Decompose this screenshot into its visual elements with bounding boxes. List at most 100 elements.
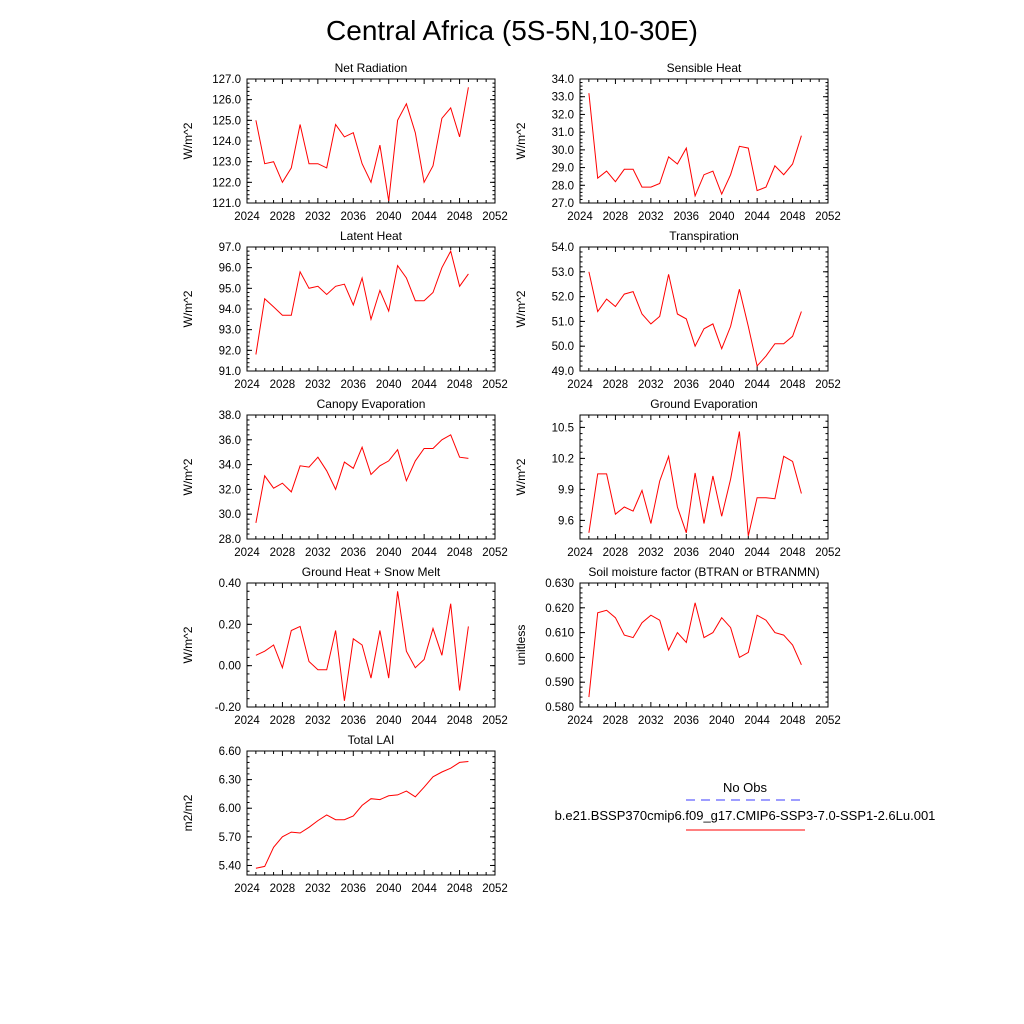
x-tick-label: 2044 [744, 379, 770, 391]
x-tick-label: 2036 [340, 211, 366, 223]
x-tick-label: 2024 [234, 883, 260, 895]
legend-model-label: b.e21.BSSP370cmip6.f09_g17.CMIP6-SSP3-7.… [555, 808, 936, 823]
chart-panel: Canopy Evaporation 2024 2028 2032 2036 2040 20… [181, 397, 508, 559]
y-tick-label: 53.0 [552, 267, 574, 279]
x-tick-label: 2036 [340, 379, 366, 391]
y-tick-label: 0.00 [219, 661, 241, 673]
y-tick-label: 123.0 [212, 157, 241, 169]
x-tick-label: 2028 [603, 211, 629, 223]
y-tick-label: 127.0 [212, 74, 241, 86]
chart-panel: Latent Heat 2024 2028 2032 2036 2040 2044 2048 2… [181, 229, 508, 391]
y-axis-label: W/m^2 [514, 122, 528, 159]
chart-panel: Ground Heat + Snow Melt 2024 2028 2032 2036 2… [181, 565, 508, 727]
y-tick-label: 5.40 [219, 860, 241, 872]
y-tick-label: 126.0 [212, 95, 241, 107]
x-tick-label: 2040 [376, 211, 402, 223]
x-tick-label: 2024 [234, 379, 260, 391]
series-line [588, 431, 802, 537]
chart-panel: Total LAI 2024 2028 2032 2036 2040 2044 2048 205… [181, 733, 508, 895]
panel-title: Soil moisture factor (BTRAN or BTRANMN) [588, 565, 819, 579]
y-tick-label: 121.0 [212, 198, 241, 210]
y-tick-label: 50.0 [552, 341, 574, 353]
x-tick-label: 2036 [673, 715, 699, 727]
y-tick-label: 0.600 [545, 652, 574, 664]
x-tick-label: 2032 [305, 211, 331, 223]
x-tick-label: 2036 [340, 547, 366, 559]
y-tick-label: 38.0 [219, 410, 241, 422]
y-tick-label: 28.0 [552, 180, 574, 192]
y-tick-label: 9.6 [558, 515, 574, 527]
y-tick-label: 52.0 [552, 292, 574, 304]
y-tick-label: 0.580 [545, 702, 574, 714]
y-tick-label: 31.0 [552, 127, 574, 139]
x-tick-label: 2048 [780, 211, 806, 223]
x-tick-label: 2044 [411, 715, 437, 727]
plot-frame [246, 78, 496, 204]
x-tick-label: 2048 [780, 547, 806, 559]
x-tick-label: 2052 [815, 547, 841, 559]
x-tick-label: 2052 [815, 715, 841, 727]
x-tick-label: 2048 [780, 715, 806, 727]
y-tick-label: 94.0 [219, 304, 241, 316]
y-tick-label: 97.0 [219, 242, 241, 254]
x-tick-label: 2028 [603, 715, 629, 727]
chart-panel: Soil moisture factor (BTRAN or BTRANMN) 2… [514, 565, 841, 727]
x-tick-label: 2036 [340, 715, 366, 727]
y-tick-label: 0.630 [545, 578, 574, 590]
x-tick-label: 2024 [567, 715, 593, 727]
y-tick-label: 28.0 [219, 534, 241, 546]
panels: Net Radiation 2024 2028 2032 2036 2040 2044 204… [181, 61, 841, 895]
y-axis-label: W/m^2 [181, 458, 195, 495]
y-tick-label: 125.0 [212, 115, 241, 127]
x-tick-label: 2044 [744, 211, 770, 223]
series-line [255, 761, 469, 869]
plot-frame [246, 750, 496, 876]
x-tick-label: 2052 [482, 715, 508, 727]
x-tick-label: 2036 [673, 211, 699, 223]
x-tick-label: 2024 [234, 211, 260, 223]
x-tick-label: 2028 [270, 379, 296, 391]
x-tick-label: 2052 [482, 211, 508, 223]
chart-panel: Sensible Heat 2024 2028 2032 2036 2040 2044 204… [514, 61, 841, 223]
x-tick-label: 2024 [567, 379, 593, 391]
x-tick-label: 2040 [376, 715, 402, 727]
x-tick-label: 2028 [270, 715, 296, 727]
y-tick-label: 95.0 [219, 283, 241, 295]
y-tick-label: 0.590 [545, 677, 574, 689]
plot-frame [246, 414, 496, 540]
series-line [588, 93, 802, 198]
y-tick-label: 0.620 [545, 603, 574, 615]
plot-frame [246, 246, 496, 372]
y-tick-label: 36.0 [219, 435, 241, 447]
y-tick-label: 0.20 [219, 619, 241, 631]
y-tick-label: 91.0 [219, 366, 241, 378]
x-tick-label: 2024 [567, 547, 593, 559]
x-tick-label: 2040 [376, 547, 402, 559]
x-tick-label: 2044 [411, 211, 437, 223]
chart-panel: Net Radiation 2024 2028 2032 2036 2040 2044 204… [181, 61, 508, 223]
x-tick-label: 2048 [780, 379, 806, 391]
x-tick-label: 2032 [638, 547, 664, 559]
y-tick-label: 6.30 [219, 775, 241, 787]
x-tick-label: 2048 [447, 211, 473, 223]
y-axis-label: W/m^2 [181, 290, 195, 327]
y-axis-label: W/m^2 [514, 458, 528, 495]
plot-frame [579, 78, 829, 204]
series-line [255, 434, 469, 523]
panel-title: Transpiration [669, 229, 739, 243]
x-tick-label: 2032 [638, 211, 664, 223]
panel-title: Ground Heat + Snow Melt [302, 565, 441, 579]
y-axis-label: W/m^2 [514, 290, 528, 327]
y-tick-label: 51.0 [552, 316, 574, 328]
x-tick-label: 2032 [305, 379, 331, 391]
y-axis-label: unitless [514, 625, 528, 666]
y-tick-label: 10.2 [552, 453, 574, 465]
y-tick-label: 5.70 [219, 832, 241, 844]
y-tick-label: 93.0 [219, 325, 241, 337]
series-line [588, 602, 802, 698]
plot-frame [579, 582, 829, 708]
panel-title: Canopy Evaporation [317, 397, 426, 411]
x-tick-label: 2028 [603, 547, 629, 559]
panel-title: Latent Heat [340, 229, 403, 243]
y-tick-label: 6.60 [219, 746, 241, 758]
